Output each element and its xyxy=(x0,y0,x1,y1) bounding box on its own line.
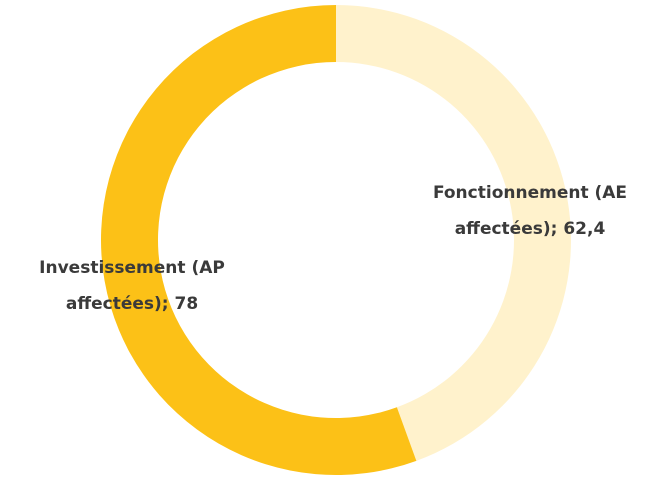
slice-labels: Fonctionnement (AE affectées); 62,4 Invest… xyxy=(39,183,627,314)
donut-slice-1 xyxy=(100,5,417,476)
donut-slices xyxy=(100,5,571,476)
donut-slice-0 xyxy=(336,5,571,461)
slice-label-line: affectées); 62,4 xyxy=(455,219,606,239)
slice-label-line: Fonctionnement (AE xyxy=(433,183,627,203)
slice-label-line: Investissement (AP xyxy=(39,258,225,278)
slice-label-1: Investissement (AP affectées); 78 xyxy=(39,258,225,314)
slice-label-line: affectées); 78 xyxy=(66,294,198,314)
slice-label-0: Fonctionnement (AE affectées); 62,4 xyxy=(433,183,627,239)
